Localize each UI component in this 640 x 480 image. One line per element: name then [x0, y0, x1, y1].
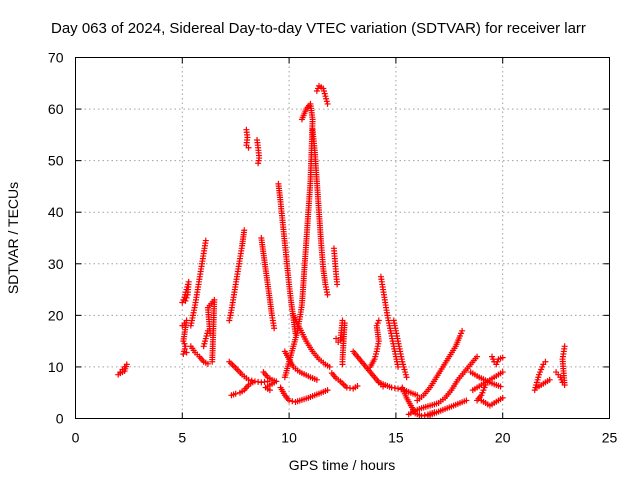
x-axis-ticks: 0 5 10 15 20 25: [72, 57, 618, 446]
arc-33-point: [499, 369, 506, 376]
arc-02-point: [184, 291, 191, 298]
arc-22-point: [333, 335, 340, 342]
chart-title: Day 063 of 2024, Sidereal Day-to-day VTE…: [51, 20, 586, 37]
arc-17-point: [298, 116, 305, 123]
x-tick-label: 5: [178, 430, 186, 446]
arc-21-point: [334, 281, 341, 288]
arc-29-point: [418, 412, 425, 419]
arc-34-point: [497, 383, 504, 390]
x-tick-label: 0: [72, 430, 80, 446]
arc-07-point: [241, 227, 248, 234]
x-tick-label: 20: [495, 430, 511, 446]
arc-40-point: [561, 343, 568, 350]
arc-22-point: [339, 361, 346, 368]
arc-20-point: [326, 363, 333, 370]
arc-37-point: [482, 381, 489, 388]
y-tick-label: 30: [48, 256, 64, 272]
x-tick-label: 25: [602, 430, 618, 446]
arc-18-point: [324, 291, 331, 298]
y-axis-ticks: 0 10 20 30 40 50 60 70: [48, 50, 610, 427]
x-tick-label: 10: [281, 430, 297, 446]
arc-32-point: [463, 397, 470, 404]
arc-02-point: [182, 297, 189, 304]
arc-11-point: [249, 379, 256, 386]
arc-13-point: [266, 387, 273, 394]
y-tick-label: 40: [48, 204, 64, 220]
y-tick-label: 60: [48, 101, 64, 117]
y-tick-label: 70: [48, 50, 64, 66]
y-tick-label: 20: [48, 307, 64, 323]
arc-12-point: [271, 325, 278, 332]
arc-01-point: [117, 370, 124, 377]
y-tick-label: 10: [48, 359, 64, 375]
arc-23-point: [354, 383, 361, 390]
arc-08-point: [245, 144, 252, 151]
arc-39-point: [546, 376, 553, 383]
arc-15-point: [286, 397, 293, 404]
arc-03-point: [183, 349, 190, 356]
arc-04-point: [204, 360, 211, 367]
arc-06-point: [209, 358, 216, 365]
arc-03-point: [180, 351, 187, 358]
x-tick-label: 15: [388, 430, 404, 446]
arc-02-marker: [183, 294, 190, 301]
arc-28-point: [414, 392, 421, 399]
arc-29-marker: [421, 412, 428, 419]
y-tick-label: 0: [56, 411, 64, 427]
arc-27-point: [403, 374, 410, 381]
arc-05-point: [202, 237, 209, 244]
plot-frame: [75, 57, 610, 419]
y-axis-label: SDTVAR / TECUs: [5, 182, 21, 294]
arc-10-point: [245, 376, 252, 383]
arc-30-point: [474, 353, 481, 360]
arc-16-point: [313, 376, 320, 383]
y-tick-label: 50: [48, 153, 64, 169]
arc-26-point: [395, 363, 402, 370]
arc-38-point: [542, 358, 549, 365]
arc-35-point: [499, 394, 506, 401]
arc-09-point: [255, 160, 262, 167]
arc-15-marker: [289, 398, 296, 405]
arc-36-point: [499, 354, 506, 361]
arc-31-point: [459, 327, 466, 334]
arc-25-point: [375, 317, 382, 324]
arc-28-point: [395, 385, 402, 392]
x-axis-label: GPS time / hours: [289, 457, 396, 473]
scatter-points: [115, 82, 568, 419]
arc-11-point: [232, 390, 239, 397]
arc-15-point: [324, 387, 331, 394]
arc-19-point: [324, 100, 331, 107]
